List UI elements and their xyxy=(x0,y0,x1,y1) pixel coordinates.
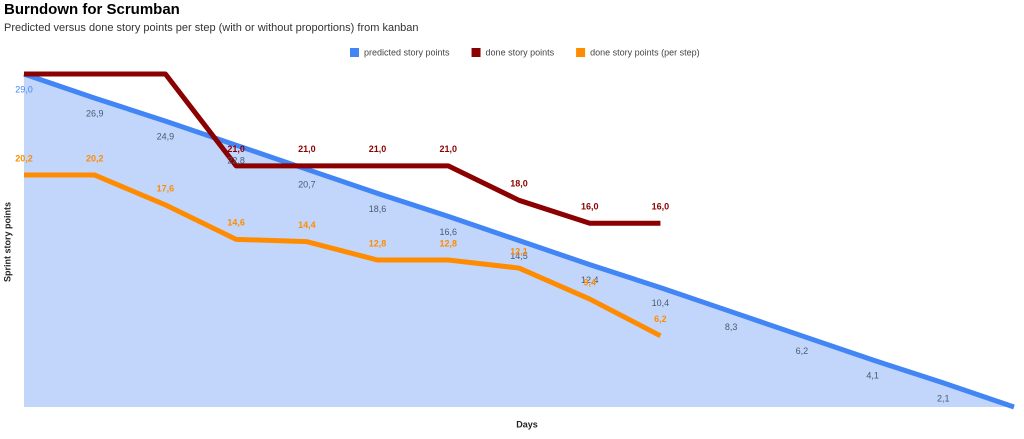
data-label: 21,0 xyxy=(298,144,316,154)
data-label: 20,2 xyxy=(15,153,33,163)
data-label: 21,0 xyxy=(440,144,458,154)
data-label: 12,4 xyxy=(581,275,599,285)
legend-swatch xyxy=(471,48,481,57)
data-label: 24,9 xyxy=(157,131,175,141)
chart-title: Burndown for Scrumban xyxy=(4,1,180,18)
data-label: 18,0 xyxy=(510,179,528,189)
line xyxy=(24,71,661,226)
line xyxy=(23,71,1015,410)
data-label: 14,5 xyxy=(510,251,528,261)
legend-label: done story points (per step) xyxy=(590,47,700,57)
line xyxy=(24,172,662,339)
y-axis-title: Sprint story points xyxy=(2,202,12,282)
data-label: 29,0 xyxy=(15,84,33,94)
data-label: 16,6 xyxy=(440,227,458,237)
data-label: 26,9 xyxy=(86,108,104,118)
data-label: 16,0 xyxy=(652,202,670,212)
legend-label: predicted story points xyxy=(364,47,450,57)
data-label: 21,0 xyxy=(227,144,245,154)
legend-swatch xyxy=(350,48,359,57)
data-label: 12,8 xyxy=(440,238,458,248)
data-label: 6,2 xyxy=(654,314,667,324)
data-label: 10,4 xyxy=(652,298,670,308)
legend-swatch xyxy=(576,48,586,57)
data-label: 6,2 xyxy=(796,346,809,356)
data-label: 9,4 xyxy=(583,277,596,287)
data-label: 2,1 xyxy=(937,393,950,403)
data-label: 4,1 xyxy=(866,370,879,380)
data-label: 20,7 xyxy=(298,180,316,190)
data-label: 21,0 xyxy=(369,144,387,154)
data-label: 8,3 xyxy=(725,322,738,332)
data-label: 16,0 xyxy=(581,202,599,212)
data-label: 14,6 xyxy=(227,218,245,228)
legend-label: done story points xyxy=(486,47,555,57)
data-label: 22,8 xyxy=(227,156,245,166)
data-label: 12,8 xyxy=(369,238,387,248)
x-axis-title: Days xyxy=(516,419,538,429)
data-label: 14,4 xyxy=(298,220,316,230)
data-label: 18,6 xyxy=(369,204,387,214)
data-label: 17,6 xyxy=(157,183,175,193)
chart-subtitle: Predicted versus done story points per s… xyxy=(4,22,419,34)
data-label: 20,2 xyxy=(86,153,104,163)
data-label: 12,1 xyxy=(510,246,528,256)
